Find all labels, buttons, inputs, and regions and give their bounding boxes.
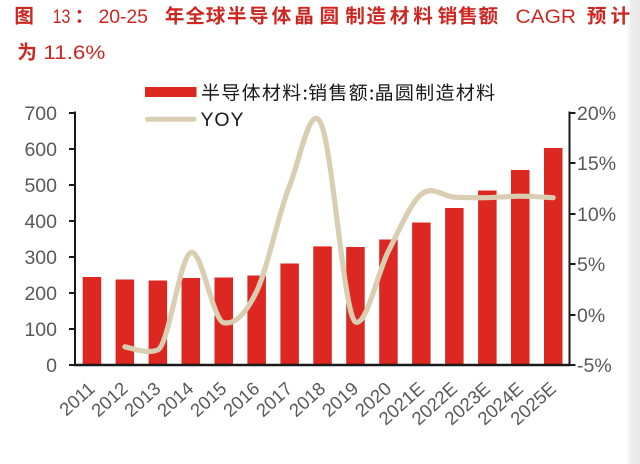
svg-text:600: 600 <box>24 139 57 161</box>
svg-text:15%: 15% <box>577 153 616 175</box>
svg-text:10%: 10% <box>577 204 616 226</box>
svg-text:500: 500 <box>24 175 57 197</box>
svg-text:13: 13 <box>53 6 71 28</box>
svg-text:11.6%: 11.6% <box>43 42 105 64</box>
svg-text:700: 700 <box>24 103 57 125</box>
svg-text:300: 300 <box>24 247 57 269</box>
svg-text:20%: 20% <box>577 103 616 125</box>
svg-text:0: 0 <box>46 355 57 377</box>
svg-text:400: 400 <box>24 211 57 233</box>
svg-text:100: 100 <box>24 319 57 341</box>
svg-text:200: 200 <box>24 283 57 305</box>
svg-text:YOY: YOY <box>201 109 244 131</box>
svg-text:0%: 0% <box>577 305 605 327</box>
svg-text:5%: 5% <box>577 254 605 276</box>
svg-text:CAGR: CAGR <box>516 6 577 28</box>
svg-text:-5%: -5% <box>577 355 612 377</box>
svg-text:20-25: 20-25 <box>99 6 149 28</box>
